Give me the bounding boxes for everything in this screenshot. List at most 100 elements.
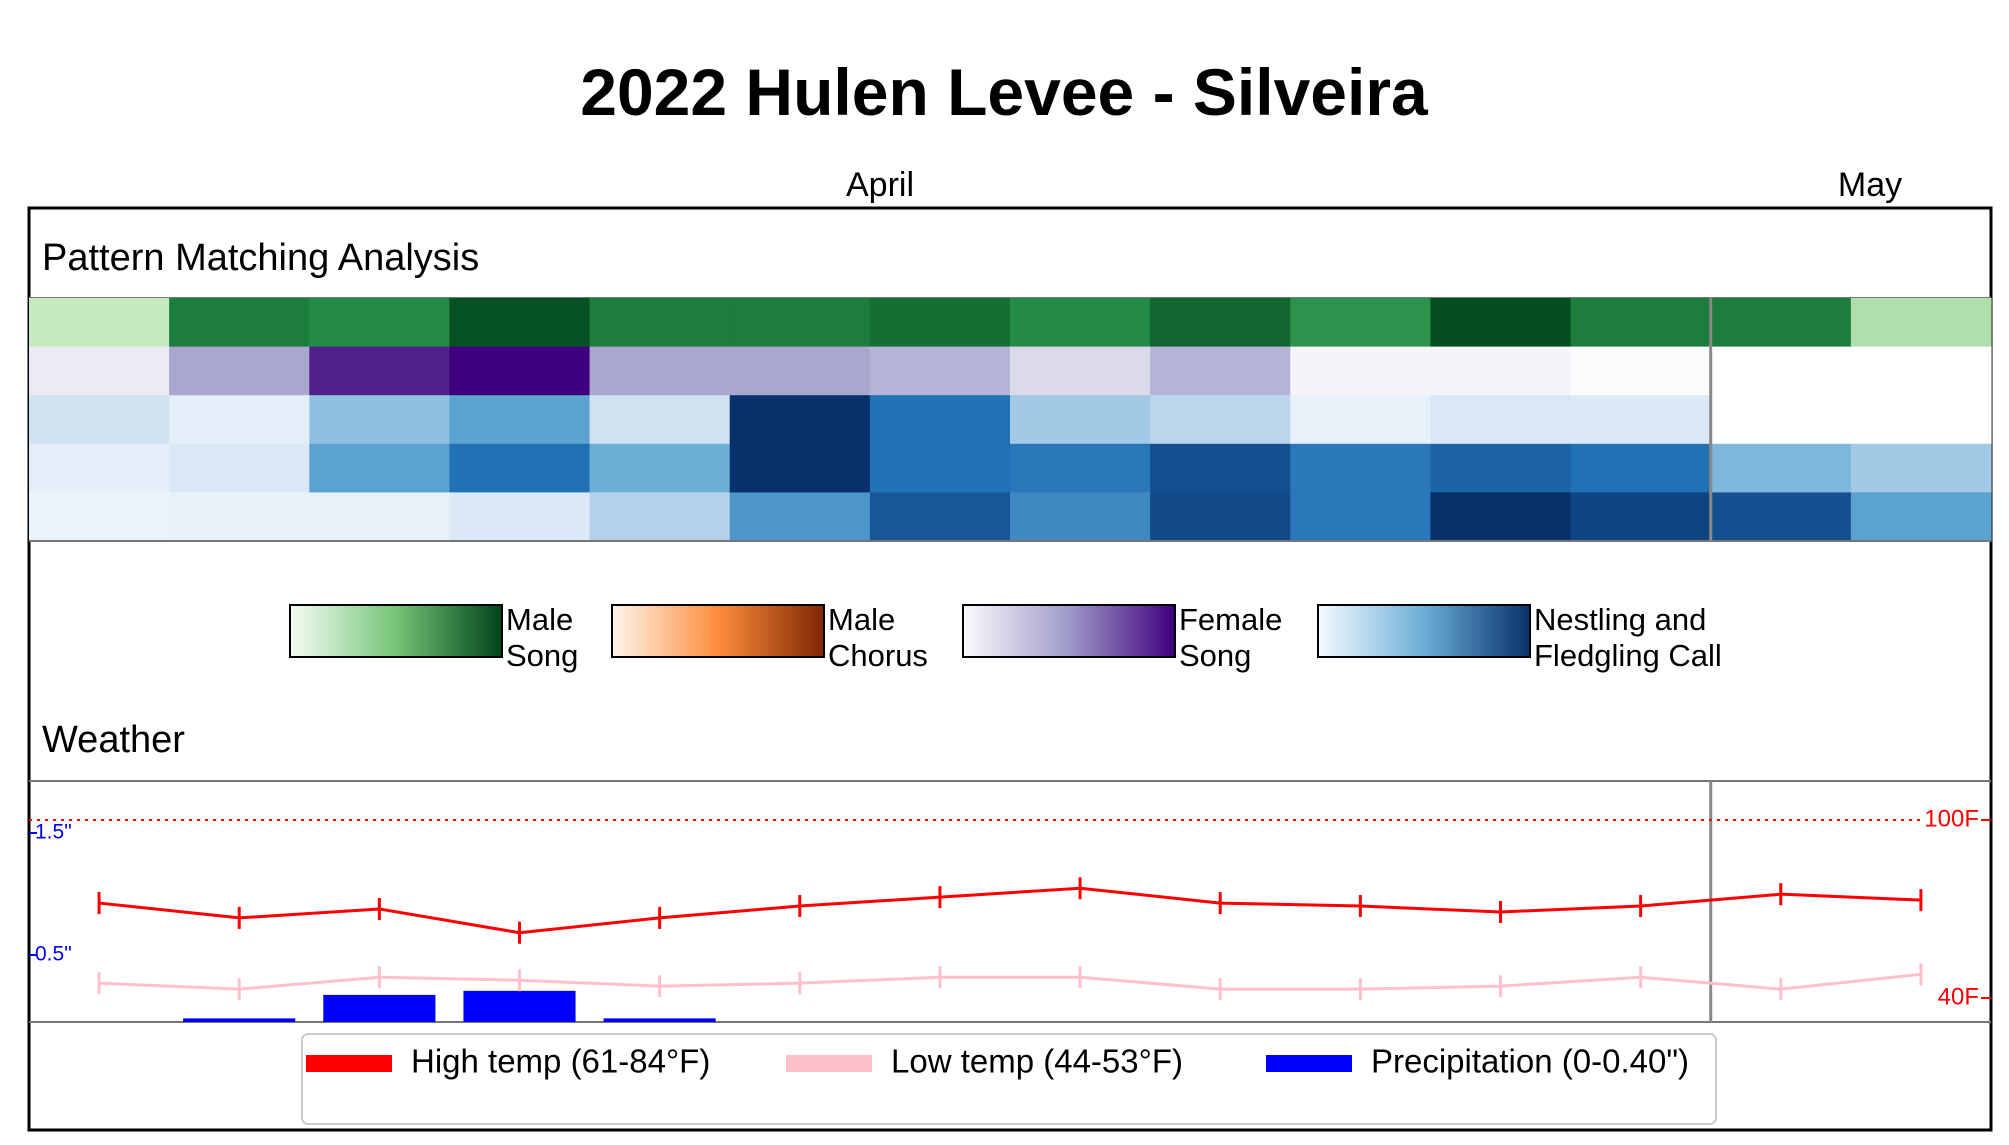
heatmap-cell xyxy=(1150,492,1291,542)
heatmap-cell xyxy=(1570,346,1712,396)
heatmap-cell xyxy=(589,298,731,348)
colorbar-label: Male xyxy=(506,602,573,637)
heatmap-cell xyxy=(1570,492,1712,542)
heatmap-cell xyxy=(1430,298,1572,348)
weather-section-label: Weather xyxy=(42,719,185,761)
heatmap-cell xyxy=(1430,492,1572,542)
precip-axis-label: 1.5" xyxy=(35,821,72,844)
heatmap-cell xyxy=(1570,298,1712,348)
heatmap-cell xyxy=(729,298,871,348)
month-labels: April May xyxy=(846,166,1902,204)
colorbar-label: Female xyxy=(1179,602,1282,637)
heatmap-cell xyxy=(1430,395,1572,445)
heatmap-cell xyxy=(449,298,591,348)
heatmap-cell xyxy=(1710,492,1852,542)
heatmap-cell xyxy=(449,346,591,396)
temp-axis-label: 40F xyxy=(1938,983,1979,1010)
heatmap-cell xyxy=(29,298,170,348)
heatmap-cell xyxy=(1290,346,1432,396)
heatmap-cell xyxy=(1010,298,1151,348)
heatmap-cell xyxy=(169,492,310,542)
weather-plot: 100F 40F 1.5" 0.5" xyxy=(29,780,1991,1023)
legend-label: High temp (61-84°F) xyxy=(411,1043,710,1080)
heatmap-cell xyxy=(1710,298,1852,348)
heatmap-cell xyxy=(29,443,170,493)
heatmap-cell xyxy=(1150,346,1291,396)
heatmap-cell xyxy=(589,492,731,542)
low-temp-line xyxy=(99,972,1922,991)
heatmap-cell xyxy=(1290,298,1432,348)
heatmap-cell xyxy=(449,443,591,493)
heatmap-cell xyxy=(869,443,1011,493)
chart-frame xyxy=(27,206,1993,1132)
heatmap-cell xyxy=(1710,346,1852,396)
heatmap-cell xyxy=(309,298,451,348)
heatmap-cell xyxy=(1850,492,1992,542)
heatmap-cell xyxy=(1570,443,1712,493)
heatmap-cell xyxy=(729,492,871,542)
heatmap-cell xyxy=(589,395,731,445)
heatmap-cell xyxy=(169,443,310,493)
heatmap-cell xyxy=(589,443,731,493)
heatmap-cell xyxy=(169,395,310,445)
colorbar xyxy=(1317,604,1531,658)
legend-swatch xyxy=(1266,1055,1352,1072)
legend-swatch xyxy=(306,1055,392,1072)
heatmap-cell xyxy=(29,395,170,445)
heatmap-cell xyxy=(1710,395,1852,445)
heatmap-cell xyxy=(589,346,731,396)
weather-legend: High temp (61-84°F) Low temp (44-53°F) Pre… xyxy=(301,1033,1717,1125)
month-label: May xyxy=(1838,166,1902,204)
colorbar xyxy=(289,604,503,658)
heatmap-cell xyxy=(1570,395,1712,445)
heatmap-cell xyxy=(309,346,451,396)
heatmap-cell xyxy=(1290,492,1432,542)
heatmap-section-label: Pattern Matching Analysis xyxy=(42,237,479,279)
heatmap-cell xyxy=(869,298,1011,348)
heatmap-cell xyxy=(169,346,310,396)
colorbar xyxy=(611,604,825,658)
heatmap-cell xyxy=(729,346,871,396)
high-temp-line xyxy=(98,886,1921,935)
temp-axis-label: 100F xyxy=(1924,805,1979,832)
heatmap-cell xyxy=(449,492,591,542)
heatmap-cell xyxy=(1150,298,1291,348)
heatmap-cell xyxy=(309,443,451,493)
legend-box xyxy=(301,1033,1717,1125)
heatmap-cell xyxy=(449,395,591,445)
heatmap-cell xyxy=(1850,298,1992,348)
colorbar xyxy=(962,604,1176,658)
heatmap-cell xyxy=(309,395,451,445)
heatmap-cell xyxy=(1290,395,1432,445)
precip-bar xyxy=(603,1018,716,1022)
colorbar-label: Nestling and xyxy=(1534,602,1706,637)
heatmap-cell xyxy=(1850,395,1992,445)
legend-label: Low temp (44-53°F) xyxy=(891,1043,1183,1080)
heatmap-cell xyxy=(869,492,1011,542)
colorbar-label: Male xyxy=(828,602,895,637)
chart-title: 2022 Hulen Levee - Silveira xyxy=(580,55,1429,129)
heatmap-cell xyxy=(1010,395,1151,445)
colorbar-label: Song xyxy=(506,638,578,673)
legend-swatch xyxy=(786,1055,872,1072)
heatmap-cell xyxy=(1710,443,1852,493)
heatmap-cell xyxy=(1010,443,1151,493)
precip-bar xyxy=(323,994,436,1022)
heatmap-cell xyxy=(869,346,1011,396)
precip-axis-label: 0.5" xyxy=(35,943,72,966)
heatmap-cell xyxy=(309,492,451,542)
colorbar-label: Fledgling Call xyxy=(1534,638,1722,673)
colorbar-label: Song xyxy=(1179,638,1251,673)
heatmap-cell xyxy=(1430,443,1572,493)
legend-label: Precipitation (0-0.40") xyxy=(1371,1043,1689,1080)
heatmap xyxy=(29,297,1992,542)
heatmap-cell xyxy=(1850,346,1992,396)
heatmap-cell xyxy=(1850,443,1992,493)
heatmap-cell xyxy=(729,395,871,445)
precip-bar xyxy=(463,990,576,1022)
heatmap-cell xyxy=(869,395,1011,445)
heatmap-cell xyxy=(1150,395,1291,445)
heatmap-cell xyxy=(729,443,871,493)
